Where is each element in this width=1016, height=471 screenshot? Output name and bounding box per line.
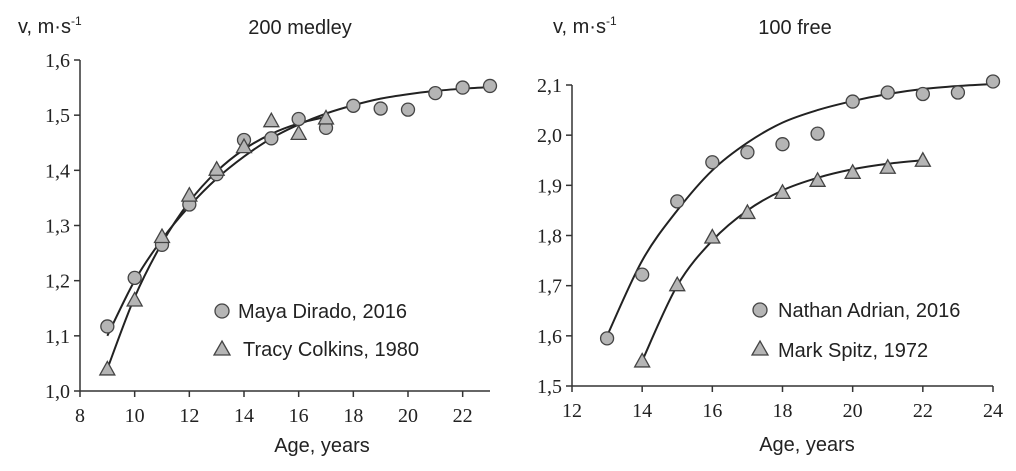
data-point-triangle [808,171,827,187]
data-point-triangle [180,186,198,202]
data-point-circle [127,270,142,286]
chart-100-free: v, m·s-1 100 free 1,51,61,71,81,92,02,1 … [537,14,1003,456]
y-tick-label: 1,1 [45,326,70,348]
legend-marker-circle [214,303,230,319]
x-tick-label: 18 [343,405,363,427]
y-tick-label: 2,0 [537,125,562,147]
y-axis-title-right: v, m·s-1 [553,14,617,38]
y-tick-label: 1,7 [537,276,562,298]
y-tick-label: 1,6 [45,50,70,72]
x-tick-label: 16 [289,405,309,427]
data-point-circle [880,85,895,100]
legend-left: Maya Dirado, 2016 Tracy Colkins, 1980 [212,301,419,361]
x-tick-label: 14 [632,400,652,422]
legend-label-maya-dirado: Maya Dirado, 2016 [238,301,407,323]
data-point-triangle [153,227,171,244]
data-point-triangle [738,203,757,220]
y-tick-label: 1,2 [45,271,70,293]
legend-label-tracy-colkins: Tracy Colkins, 1980 [243,339,419,361]
data-point-circle [291,111,306,127]
x-tick-label: 22 [453,405,473,427]
y-tick-label: 2,1 [537,75,562,97]
data-point-triangle [844,163,862,179]
x-tick-label: 8 [75,405,85,427]
x-tick-label: 22 [913,400,933,422]
data-point-circle [482,78,498,94]
y-tick-label: 1,9 [537,175,562,197]
fit-line-circle [606,82,994,337]
x-tick-label: 12 [179,405,199,427]
data-point-circle [740,145,755,160]
data-point-circle [705,155,720,170]
fit-line-triangle [106,115,327,370]
legend-right: Nathan Adrian, 2016 Mark Spitz, 1972 [750,300,960,362]
data-point-triangle [208,160,226,176]
data-point-triangle [317,109,335,125]
legend-marker-triangle [212,339,232,356]
x-ticks-right: 12 14 16 18 20 22 24 [562,386,1003,422]
legend-label-mark-spitz: Mark Spitz, 1972 [778,340,928,362]
data-point-circle [264,131,279,146]
y-axis-title-left: v, m·s-1 [18,14,82,38]
y-tick-label: 1,8 [537,226,562,248]
data-point-triangle [98,360,116,376]
legend-label-nathan-adrian: Nathan Adrian, 2016 [778,300,960,322]
x-tick-label: 12 [562,400,582,422]
x-tick-label: 10 [125,405,145,427]
x-tick-label: 14 [234,405,254,427]
data-point-circle [635,267,650,282]
y-tick-label: 1,4 [45,160,70,182]
data-point-triangle [290,124,308,141]
data-point-circle [455,80,470,95]
data-point-triangle [126,291,144,307]
data-point-circle [985,74,1001,89]
data-point-circle [428,85,443,101]
data-point-circle [670,194,685,209]
y-tick-label: 1,3 [45,216,70,238]
data-point-circle [810,126,825,141]
y-ticks-right: 1,5 1,6 1,7 1,8 1,9 2,0 2,1 [537,75,572,398]
x-tick-label: 16 [702,400,722,422]
legend-marker-triangle [750,339,770,356]
data-point-circle [599,331,615,346]
data-point-triangle [668,275,686,292]
data-point-circle [346,98,361,113]
x-tick-label: 24 [983,400,1003,422]
data-point-triangle [879,158,897,174]
y-tick-label: 1,6 [537,326,562,348]
data-point-circle [845,94,860,109]
data-point-circle [915,86,930,102]
data-point-triangle [773,183,792,200]
data-points-left [98,78,498,376]
x-axis-title-right: Age, years [759,434,855,456]
data-point-triangle [235,137,253,154]
x-tick-label: 20 [843,400,863,422]
data-point-triangle [703,228,721,244]
chart-title-right: 100 free [758,17,831,39]
data-point-triangle [262,111,280,128]
x-tick-label: 20 [398,405,418,427]
y-tick-label: 1,5 [45,105,70,127]
y-ticks-left: 1,0 1,1 1,2 1,3 1,4 1,5 1,6 [45,50,80,403]
y-tick-label: 1,0 [45,381,70,403]
data-point-circle [100,319,115,334]
chart-title-left: 200 medley [248,17,351,39]
data-point-circle [950,85,966,100]
data-point-circle [400,102,416,117]
x-axis-title-left: Age, years [274,435,370,457]
chart-200-medley: v, m·s-1 200 medley 1,01,11,21,31,41,51,… [18,14,498,457]
data-point-circle [775,137,790,152]
data-point-triangle [914,151,932,167]
x-ticks-left: 8 10 12 14 16 18 20 22 [75,391,473,427]
x-tick-label: 18 [773,400,793,422]
y-tick-label: 1,5 [537,376,562,398]
data-points-right [599,74,1001,368]
legend-marker-circle [752,302,768,318]
data-point-circle [373,101,388,116]
data-point-triangle [633,352,651,368]
